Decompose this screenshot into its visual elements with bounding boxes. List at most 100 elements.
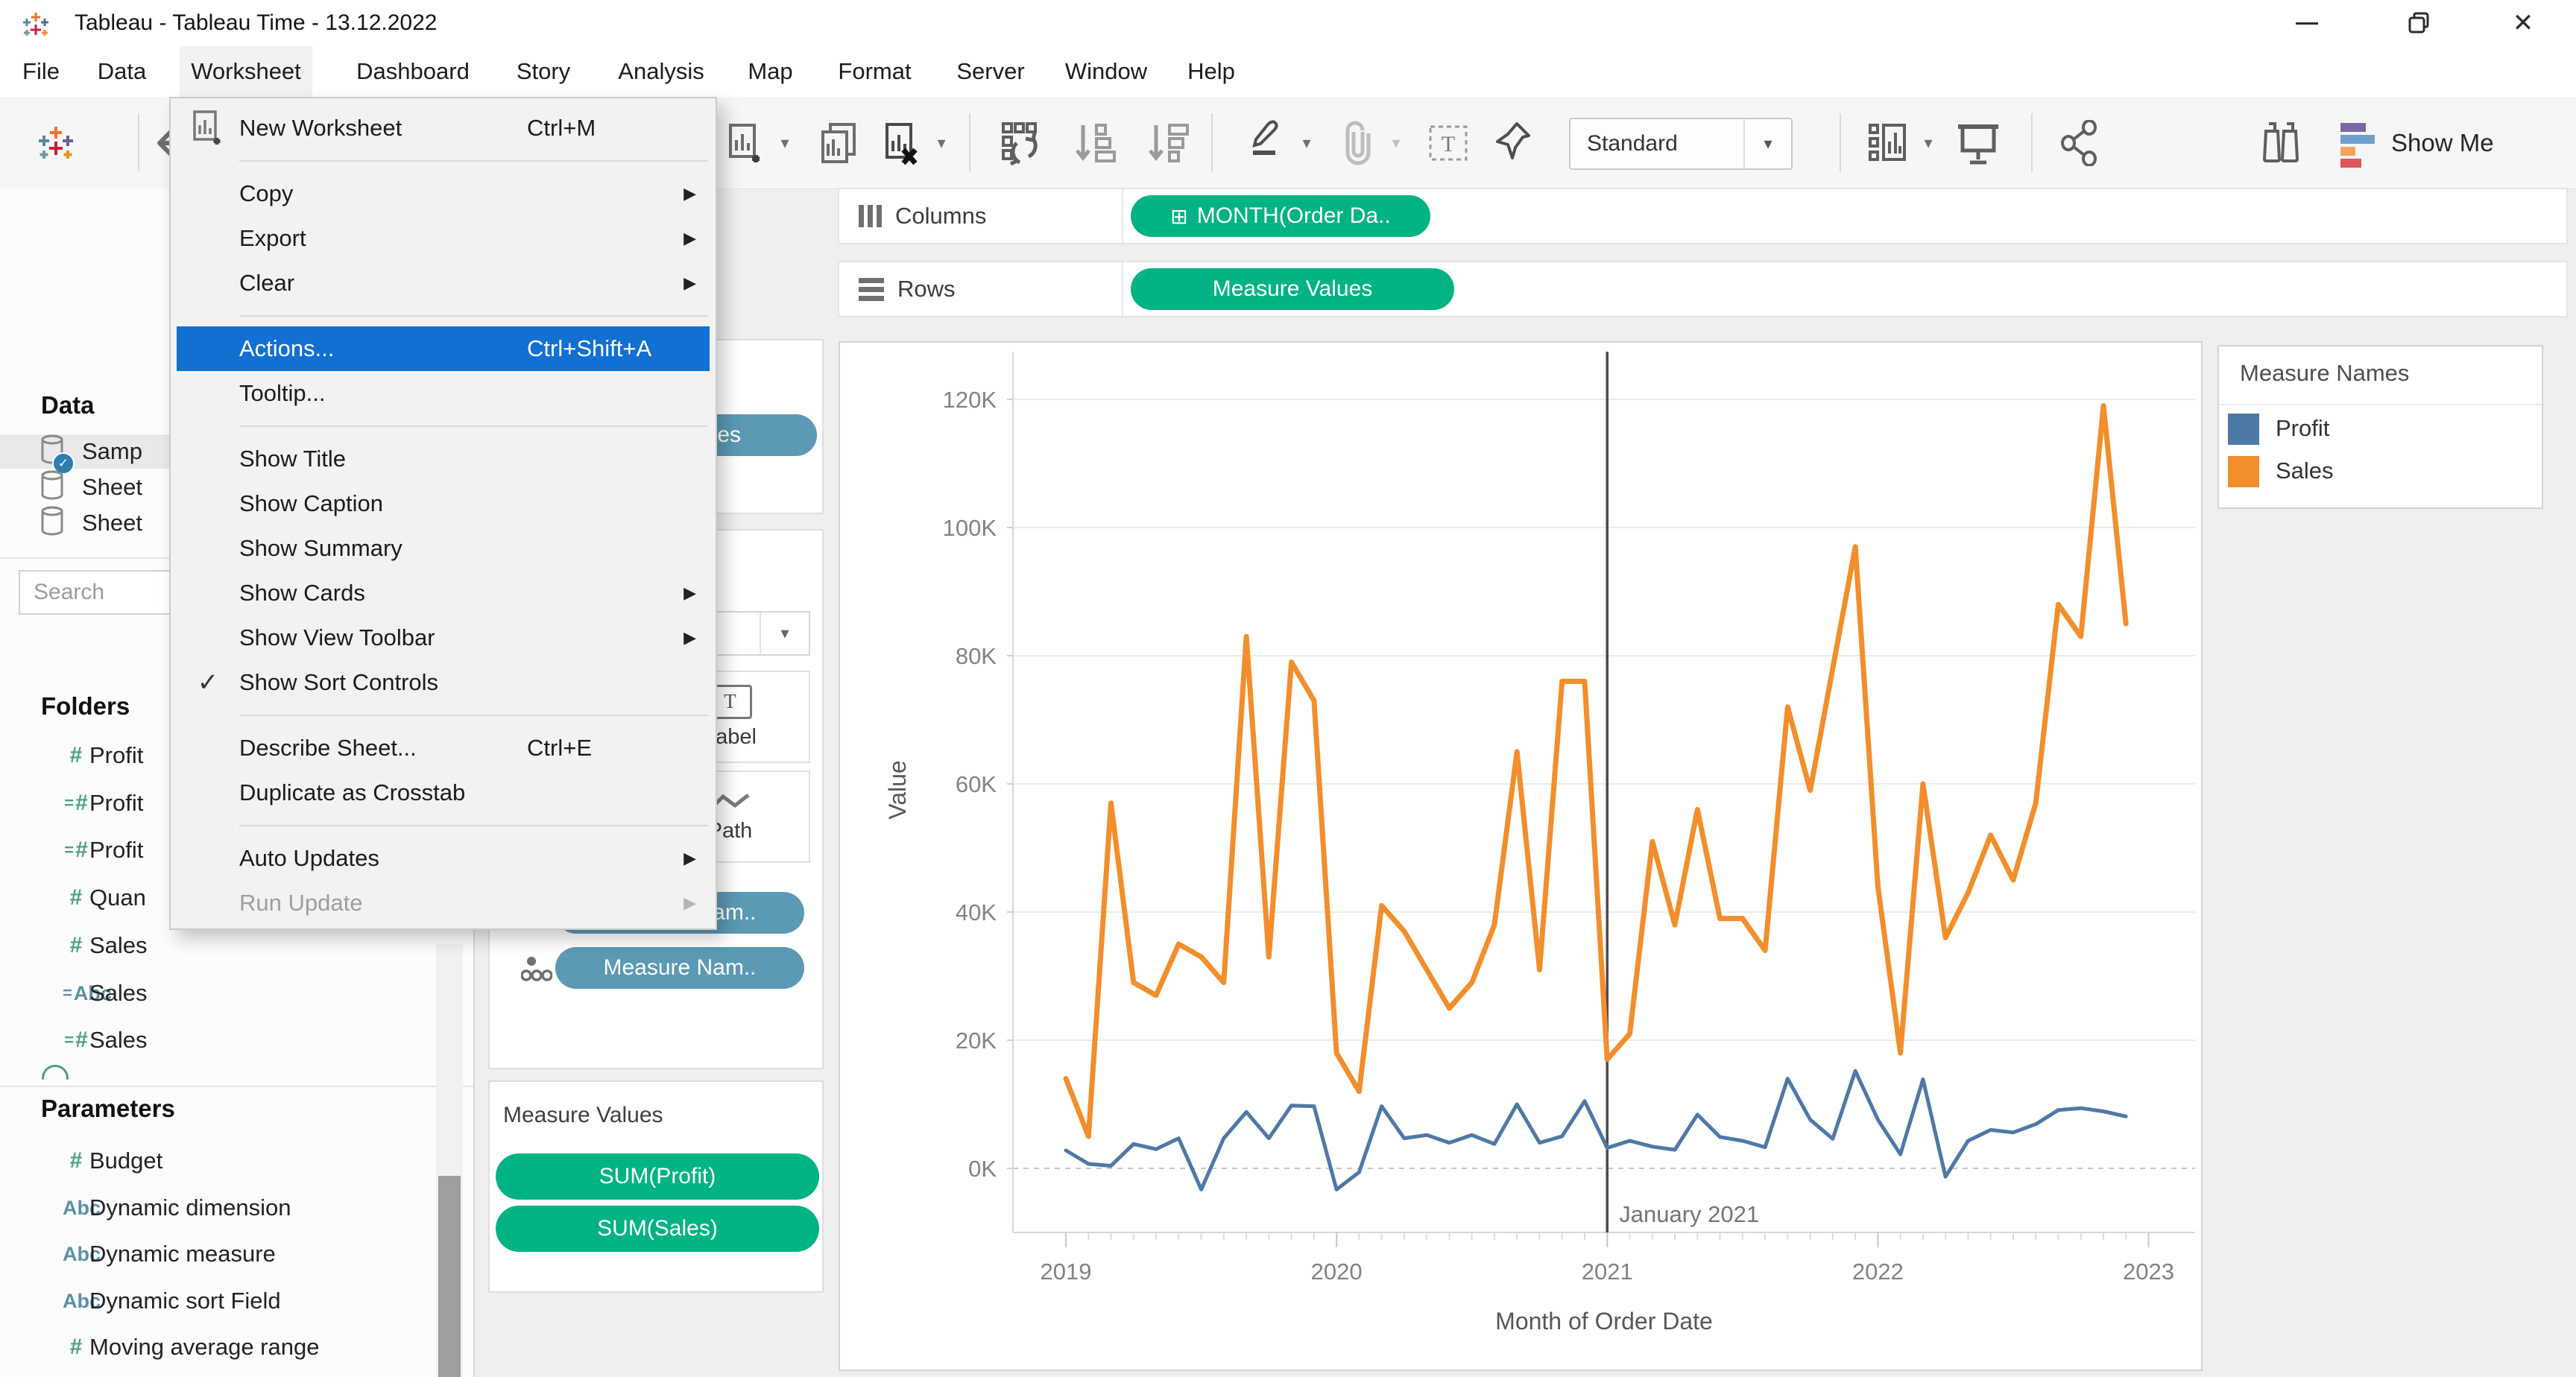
legend-card: Measure Names Profit Sales [2217, 345, 2543, 509]
field-label: Quan [89, 884, 146, 911]
find-button[interactable] [2253, 97, 2309, 189]
field-item[interactable]: # Quan [0, 879, 462, 917]
menu-item-show-title[interactable]: Show Title [239, 446, 347, 472]
presentation-mode-button[interactable] [1950, 97, 2007, 189]
fix-axes-button[interactable] [1488, 97, 1540, 189]
restore-button[interactable] [2383, 0, 2455, 46]
field-item[interactable]: Abc Dynamic dimension [0, 1188, 462, 1227]
field-item[interactable]: Abc Dynamic sort Field [0, 1282, 462, 1320]
minimize-button[interactable] [2271, 0, 2343, 46]
svg-text:2019: 2019 [1041, 1259, 1092, 1285]
menu-bar-item-format[interactable]: Format [838, 58, 912, 84]
show-me-button[interactable]: Show Me [2391, 128, 2494, 156]
svg-text:Value: Value [884, 760, 911, 819]
menu-item-duplicate-as-crosstab[interactable]: Duplicate as Crosstab [239, 779, 466, 805]
scrollbar-thumb[interactable] [438, 1176, 461, 1377]
field-item[interactable]: # Budget [0, 1142, 462, 1180]
clear-sheet-caret[interactable]: ▾ [937, 133, 946, 152]
minimize-icon [2296, 22, 2318, 25]
database-icon [39, 505, 66, 542]
marks-pill[interactable]: Measure Nam.. [555, 947, 804, 989]
field-label: Dynamic measure [89, 1241, 276, 1267]
tab-data[interactable]: Data [41, 391, 95, 419]
menu-bar-item-map[interactable]: Map [748, 58, 793, 84]
submenu-arrow-icon: ▶ [684, 628, 696, 647]
menu-item-show-view-toolbar[interactable]: Show View Toolbar ▶ [239, 624, 696, 650]
new-worksheet-button[interactable] [722, 97, 769, 189]
field-item[interactable]: =# Sales [0, 1021, 462, 1060]
chevron-down-icon: ▾ [1743, 119, 1791, 168]
field-item[interactable]: =# Profit [0, 831, 462, 870]
submenu-arrow-icon: ▶ [684, 273, 696, 292]
close-button[interactable]: ✕ [2512, 9, 2534, 37]
menu-bar-item-worksheet[interactable]: Worksheet [180, 46, 312, 97]
sort-ascending-button[interactable] [1066, 97, 1126, 189]
data-source-item[interactable]: Sheet [0, 470, 473, 504]
menu-item-show-sort-controls[interactable]: ✓ Show Sort Controls [197, 668, 439, 697]
rows-shelf[interactable]: Rows Measure Values [838, 261, 2568, 317]
menu-bar-item-dashboard[interactable]: Dashboard [356, 58, 470, 84]
duplicate-button[interactable] [812, 97, 865, 189]
toolbar-separator [1211, 113, 1213, 171]
columns-shelf[interactable]: Columns ⊞ MONTH(Order Da.. [838, 188, 2568, 244]
menu-item-auto-updates[interactable]: Auto Updates ▶ [239, 845, 696, 871]
database-icon [39, 469, 66, 506]
highlight-caret[interactable]: ▾ [1302, 133, 1311, 152]
number-field-icon: # [69, 885, 83, 911]
show-cards-caret[interactable]: ▾ [1924, 133, 1933, 152]
swap-rows-columns-button[interactable] [993, 97, 1052, 189]
toolbar-logo-button[interactable] [28, 97, 83, 189]
show-mark-labels-button[interactable]: T [1422, 97, 1474, 189]
menu-item-tooltip[interactable]: Tooltip... [239, 380, 326, 406]
menu-bar-item-window[interactable]: Window [1064, 58, 1148, 84]
menu-bar-item-analysis[interactable]: Analysis [618, 58, 704, 84]
menu-item-show-summary[interactable]: Show Summary [239, 535, 402, 561]
field-item[interactable]: # Sales [0, 926, 462, 965]
field-item[interactable]: # Profit [0, 736, 462, 775]
field-item[interactable]: =Abc Sales [0, 974, 462, 1013]
menu-bar-item-file[interactable]: File [22, 58, 60, 84]
new-worksheet-caret[interactable]: ▾ [780, 133, 789, 152]
svg-text:20K: 20K [956, 1028, 997, 1054]
highlight-button[interactable] [1239, 97, 1291, 189]
menu-bar-item-story[interactable]: Story [516, 58, 571, 84]
chart-canvas[interactable]: 0K 20K 40K 60K 80K 100K 120K 2019 2020 2021 2022 20… [840, 343, 2201, 1370]
menu-item-show-cards[interactable]: Show Cards ▶ [239, 580, 696, 606]
measure-values-pill[interactable]: SUM(Sales) [496, 1206, 819, 1252]
menu-shortcut: Ctrl+E [527, 735, 592, 761]
field-item[interactable]: # Moving average range [0, 1328, 462, 1367]
menu-item-actions[interactable]: Actions... Ctrl+Shift+A [177, 326, 710, 371]
sort-ascending-icon [1076, 123, 1116, 162]
show-me-icon[interactable] [2332, 97, 2384, 189]
legend-item-sales[interactable]: Sales [2219, 453, 2542, 492]
menu-item-copy[interactable]: Copy ▶ [239, 180, 696, 206]
fit-selector[interactable]: Standard ▾ [1569, 118, 1793, 170]
field-item[interactable]: =# Profit [0, 784, 462, 823]
menu-bar-item-help[interactable]: Help [1187, 58, 1235, 84]
measure-values-pill[interactable]: SUM(Profit) [496, 1153, 819, 1200]
menu-separator [239, 825, 708, 826]
fit-selector-value: Standard [1587, 131, 1678, 156]
share-button[interactable] [2051, 97, 2108, 189]
svg-text:0K: 0K [968, 1156, 997, 1182]
sort-descending-button[interactable] [1139, 97, 1199, 189]
tableau-logo-icon [39, 126, 73, 159]
menu-bar-item-server[interactable]: Server [956, 58, 1025, 84]
show-hide-cards-button[interactable] [1862, 97, 1916, 189]
field-pill[interactable]: Measure Values [1131, 268, 1454, 310]
rows-shelf-label: Rows [839, 262, 1123, 316]
data-source-item[interactable]: Sheet [0, 506, 473, 540]
menu-item-clear[interactable]: Clear ▶ [239, 270, 696, 296]
legend-item-profit[interactable]: Profit [2219, 411, 2542, 449]
menu-item-export[interactable]: Export ▶ [239, 225, 696, 251]
menu-item-describe-sheet[interactable]: Describe Sheet... Ctrl+E [239, 735, 592, 761]
menu-bar-item-data[interactable]: Data [97, 58, 147, 84]
clear-sheet-button[interactable] [878, 97, 926, 189]
menu-item-new-worksheet[interactable]: New Worksheet Ctrl+M [177, 106, 710, 151]
menu-shortcut: Ctrl+M [527, 115, 596, 141]
field-item[interactable]: Abc Dynamic measure [0, 1235, 462, 1273]
menu-item-show-caption[interactable]: Show Caption [239, 490, 384, 516]
field-pill[interactable]: ⊞ MONTH(Order Da.. [1131, 195, 1430, 237]
group-members-button[interactable] [1331, 97, 1379, 189]
